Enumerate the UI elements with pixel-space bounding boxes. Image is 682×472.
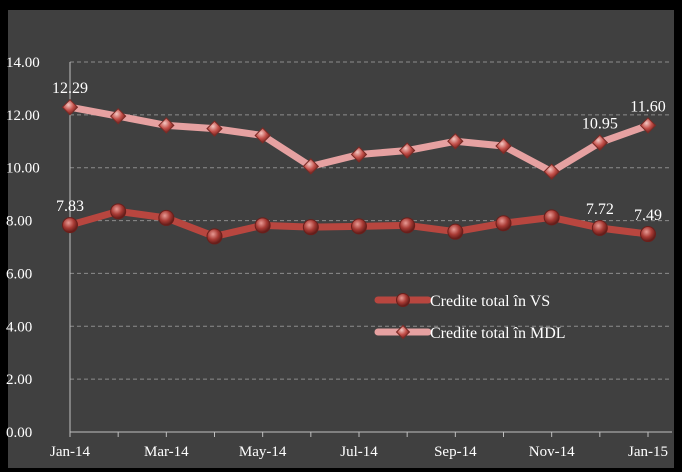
data-point [640, 226, 656, 243]
data-point [158, 209, 175, 226]
data-point [61, 98, 79, 116]
data-point [350, 146, 368, 163]
legend-label: Credite total în VS [430, 293, 550, 310]
data-point [62, 217, 78, 234]
data-point [206, 120, 223, 137]
data-label: 7.83 [56, 198, 84, 215]
data-point [543, 209, 560, 226]
data-point [447, 133, 464, 150]
x-tick-label: Nov-14 [529, 444, 575, 460]
data-label: 7.49 [634, 207, 662, 224]
data-point [639, 117, 657, 134]
data-point [399, 217, 416, 234]
axes: 0.00 2.00 4.00 6.00 8.00 10.00 12.00 14.00 Jan-1… [6, 55, 672, 460]
x-tick-label: Jan-14 [50, 444, 90, 460]
data-point [495, 215, 512, 232]
series-layer [61, 98, 657, 245]
data-point [543, 163, 560, 180]
data-point [495, 137, 512, 155]
data-label: 7.72 [586, 201, 614, 218]
data-point [206, 228, 223, 245]
plot-area [8, 10, 674, 468]
data-point [302, 219, 319, 236]
data-point [158, 117, 175, 134]
y-tick-label: 0.00 [6, 425, 32, 441]
y-tick-label: 10.00 [6, 161, 40, 177]
data-point [591, 219, 608, 236]
data-point [110, 203, 127, 220]
data-labels: 7.83 7.72 7.49 12.29 10.95 11.60 [52, 80, 666, 224]
data-point [398, 142, 416, 159]
x-tick-label: Jul-14 [340, 444, 378, 460]
x-tick-label: May-14 [239, 444, 287, 460]
data-label: 11.60 [630, 98, 665, 115]
y-tick-label: 14.00 [6, 55, 40, 71]
data-point [109, 107, 127, 125]
legend: Credite total în VS Credite total în MDL [374, 293, 566, 342]
x-tick-label: Sep-14 [434, 444, 477, 460]
data-point [302, 158, 320, 175]
data-point [351, 218, 367, 235]
y-tick-label: 12.00 [6, 108, 40, 124]
data-point [254, 127, 271, 144]
x-tick-label: Jan-15 [628, 444, 668, 460]
legend-marker [396, 293, 410, 307]
y-tick-label: 2.00 [6, 372, 32, 388]
x-tick-label: Mar-14 [144, 444, 189, 460]
legend-marker [395, 324, 411, 340]
data-label: 10.95 [582, 116, 618, 133]
data-point [447, 223, 464, 240]
data-point [254, 217, 271, 234]
y-tick-label: 6.00 [6, 266, 32, 282]
y-tick-label: 8.00 [6, 214, 32, 230]
y-tick-label: 4.00 [6, 319, 32, 335]
legend-label: Credite total în MDL [430, 325, 566, 342]
data-point [591, 134, 609, 151]
data-label: 12.29 [52, 80, 88, 97]
